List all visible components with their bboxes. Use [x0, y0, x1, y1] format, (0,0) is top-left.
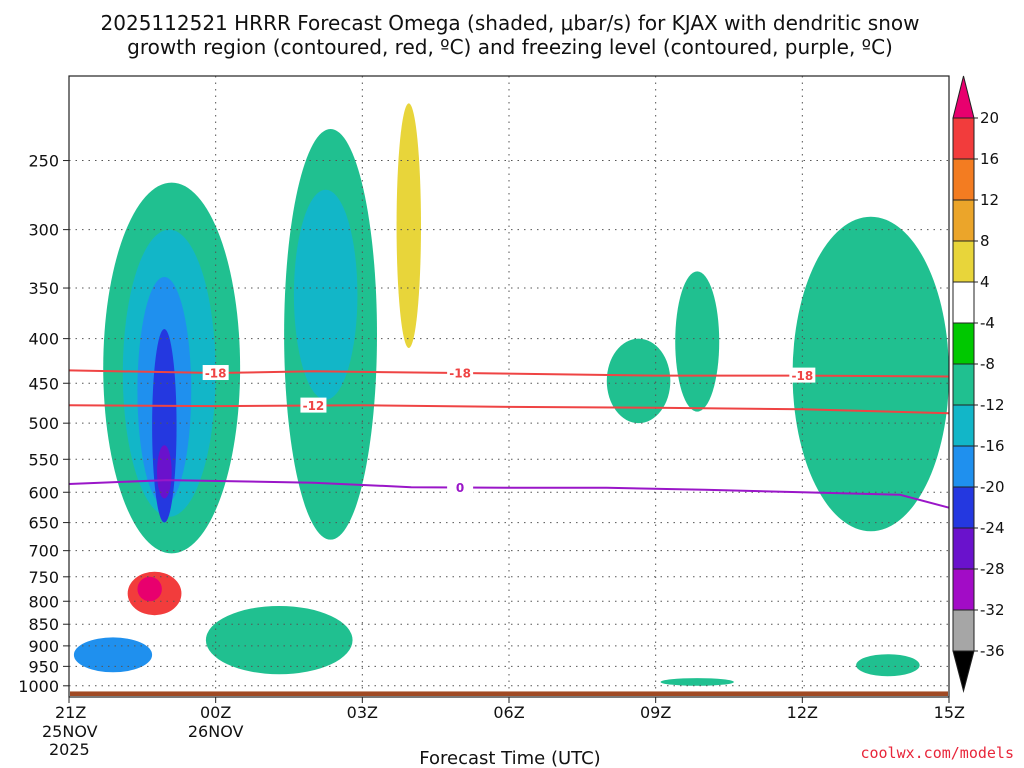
- contour-label-bg: [202, 365, 229, 381]
- contour-label: -18: [205, 367, 227, 381]
- chart-title-line1: 2025112521 HRRR Forecast Omega (shaded, …: [101, 11, 920, 35]
- omega-region: [205, 605, 353, 675]
- omega-region: [293, 189, 358, 400]
- colorbar-label: -36: [980, 642, 1005, 660]
- plot-area: -18 -18 -18 -12 0 250 300 350 400 450 500 550 600 65…: [18, 75, 965, 759]
- colorbar-label: -4: [980, 314, 995, 332]
- colorbar-swatch: [952, 117, 975, 160]
- x-tick-date: 25NOV: [42, 722, 98, 741]
- contour-line: [68, 479, 950, 509]
- colorbar-label: 20: [980, 109, 999, 127]
- colorbar: 20 16 12 8 4 -4 -8 -12 -16 -20 -24 -28 -32 -36: [952, 75, 1005, 693]
- y-tick-label: 600: [28, 483, 59, 502]
- x-tick-label: 06Z: [493, 703, 524, 722]
- x-tick-date: 26NOV: [188, 722, 244, 741]
- omega-region: [396, 103, 421, 348]
- colorbar-swatch: [952, 363, 975, 406]
- x-tick-label: 09Z: [640, 703, 671, 722]
- colorbar-label: -28: [980, 560, 1005, 578]
- colorbar-top-arrow: [952, 75, 975, 119]
- y-tick-label: 500: [28, 414, 59, 433]
- omega-region: [675, 271, 720, 412]
- colorbar-label: -8: [980, 355, 995, 373]
- omega-region: [606, 338, 671, 424]
- x-tick-label: 21Z: [55, 703, 86, 722]
- contour-label: -18: [791, 369, 813, 383]
- colorbar-label: -24: [980, 519, 1005, 537]
- x-axis-title: Forecast Time (UTC): [419, 748, 600, 768]
- colorbar-label: 4: [980, 273, 990, 291]
- contour-layer: -18 -18 -18 -12 0: [68, 365, 950, 509]
- y-tick-label: 650: [28, 514, 59, 533]
- colorbar-swatch: [952, 158, 975, 201]
- x-tick-label: 12Z: [787, 703, 818, 722]
- colorbar-label: -20: [980, 478, 1005, 496]
- contour-label-bg: [447, 365, 474, 381]
- x-tick-label: 03Z: [347, 703, 378, 722]
- chart-title-line2: growth region (contoured, red, ºC) and f…: [127, 35, 893, 59]
- y-axis: 250 300 350 400 450 500 550 600 650 700 750 800 850 9…: [18, 152, 69, 696]
- credit-text: coolwx.com/models: [860, 744, 1014, 762]
- colorbar-swatch: [952, 609, 975, 652]
- colorbar-label: 8: [980, 232, 990, 250]
- contour-label: -12: [303, 399, 325, 413]
- omega-region: [660, 678, 734, 686]
- contour-label-bg: [300, 397, 327, 413]
- colorbar-swatch: [952, 568, 975, 611]
- omega-fill-layer: [73, 103, 949, 686]
- contour-label: -18: [449, 367, 471, 381]
- omega-region: [137, 576, 162, 602]
- omega-region: [157, 445, 172, 499]
- omega-region: [792, 216, 949, 532]
- contour-label-bg: [789, 367, 816, 383]
- colorbar-swatch: [952, 445, 975, 488]
- x-tick-label: 00Z: [200, 703, 231, 722]
- y-tick-label: 900: [28, 637, 59, 656]
- y-tick-label: 1000: [18, 677, 59, 696]
- contour-label: 0: [456, 481, 464, 495]
- colorbar-swatch: [952, 199, 975, 242]
- y-tick-label: 400: [28, 330, 59, 349]
- colorbar-bottom-arrow: [952, 650, 975, 693]
- omega-region: [856, 654, 920, 677]
- x-tick-year: 2025: [49, 740, 90, 759]
- colorbar-swatch: [952, 281, 975, 324]
- colorbar-label: -12: [980, 396, 1005, 414]
- colorbar-swatch: [952, 527, 975, 570]
- colorbar-label: 12: [980, 191, 999, 209]
- y-tick-label: 950: [28, 657, 59, 676]
- colorbar-label: 16: [980, 150, 999, 168]
- y-tick-label: 700: [28, 542, 59, 561]
- y-tick-label: 350: [28, 279, 59, 298]
- colorbar-label: -32: [980, 601, 1005, 619]
- colorbar-label: -16: [980, 437, 1005, 455]
- contour-label-bg: [447, 479, 474, 495]
- y-tick-label: 250: [28, 152, 59, 171]
- y-tick-label: 550: [28, 450, 59, 469]
- y-tick-label: 850: [28, 615, 59, 634]
- x-tick-label: 15Z: [934, 703, 965, 722]
- colorbar-swatch: [952, 404, 975, 447]
- colorbar-swatch: [952, 486, 975, 529]
- colorbar-swatch: [952, 322, 975, 365]
- terrain-band: [70, 691, 948, 696]
- y-tick-label: 750: [28, 568, 59, 587]
- omega-region: [73, 637, 153, 673]
- y-tick-label: 300: [28, 221, 59, 240]
- terrain-layer: [70, 691, 948, 696]
- y-tick-label: 450: [28, 374, 59, 393]
- contour-line: [68, 404, 950, 415]
- colorbar-swatch: [952, 240, 975, 283]
- y-tick-label: 800: [28, 592, 59, 611]
